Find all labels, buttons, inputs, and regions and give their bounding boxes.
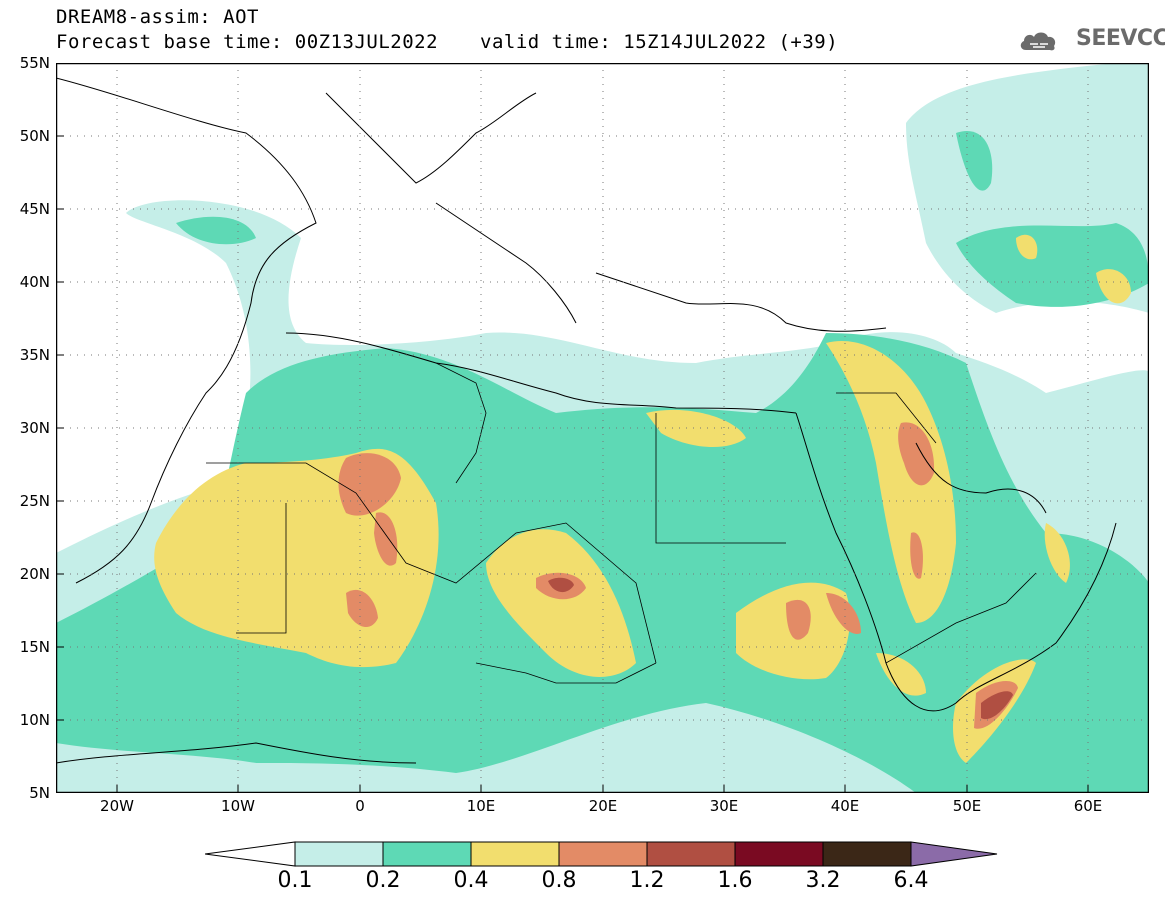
colorbar-label: 1.6 — [717, 868, 753, 893]
colorbar-label: 3.2 — [805, 868, 841, 893]
aot-level-1.2 — [548, 577, 1013, 720]
lon-label: 20E — [588, 797, 618, 815]
colorbar-label: 1.2 — [629, 868, 665, 893]
colorbar-segment — [294, 841, 384, 867]
colorbar-under-triangle — [205, 841, 296, 867]
lat-label: 15N — [19, 638, 50, 656]
colorbar-segment — [470, 841, 560, 867]
colorbar-segment — [558, 841, 648, 867]
axis-ticks — [56, 63, 1089, 793]
colorbar-segment — [382, 841, 472, 867]
colorbar-label: 0.8 — [541, 868, 577, 893]
colorbar-segment — [646, 841, 736, 867]
cloud-icon — [1020, 32, 1056, 51]
colorbar-over-triangle — [910, 841, 998, 867]
colorbar-label: 0.1 — [277, 868, 313, 893]
lat-label: 30N — [19, 419, 50, 437]
lon-label: 10W — [221, 797, 255, 815]
valid-time: valid time: 15Z14JUL2022 (+39) — [480, 31, 839, 53]
colorbar-label: 6.4 — [893, 868, 929, 893]
colorbar — [205, 841, 998, 867]
map-title: DREAM8-assim: AOT — [56, 6, 259, 28]
lat-label: 10N — [19, 711, 50, 729]
lat-label: 35N — [19, 346, 50, 364]
lat-label: 5N — [29, 784, 50, 802]
colorbar-segment — [734, 841, 824, 867]
lat-label: 20N — [19, 565, 50, 583]
lat-label: 25N — [19, 492, 50, 510]
lon-label: 40E — [830, 797, 860, 815]
colorbar-label: 0.2 — [365, 868, 401, 893]
colorbar-segment — [822, 841, 912, 867]
lon-label: 10E — [466, 797, 496, 815]
forecast-base-time: Forecast base time: 00Z13JUL2022 — [56, 31, 439, 53]
lon-label: 20W — [100, 797, 134, 815]
coastlines — [56, 77, 1117, 764]
lat-label: 55N — [19, 54, 50, 72]
colorbar-label: 0.4 — [453, 868, 489, 893]
lon-label: 50E — [952, 797, 982, 815]
aot-map — [56, 63, 1149, 793]
graticule — [56, 63, 1149, 793]
lon-label: 60E — [1073, 797, 1103, 815]
lon-label: 30E — [709, 797, 739, 815]
logo-text: SEEVCCC — [1076, 26, 1165, 51]
lat-label: 45N — [19, 200, 50, 218]
borders — [206, 362, 1037, 684]
lat-label: 40N — [19, 273, 50, 291]
lon-label: 0 — [355, 797, 365, 815]
lat-label: 50N — [19, 127, 50, 145]
